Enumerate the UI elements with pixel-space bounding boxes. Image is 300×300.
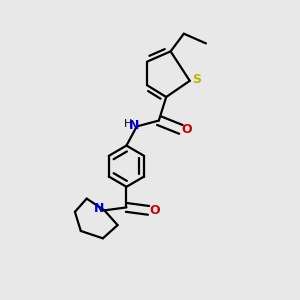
Text: N: N xyxy=(94,202,104,215)
Text: N: N xyxy=(129,119,139,132)
Text: O: O xyxy=(149,204,160,217)
Text: S: S xyxy=(192,73,201,86)
Text: H: H xyxy=(124,119,132,129)
Text: O: O xyxy=(182,123,192,136)
